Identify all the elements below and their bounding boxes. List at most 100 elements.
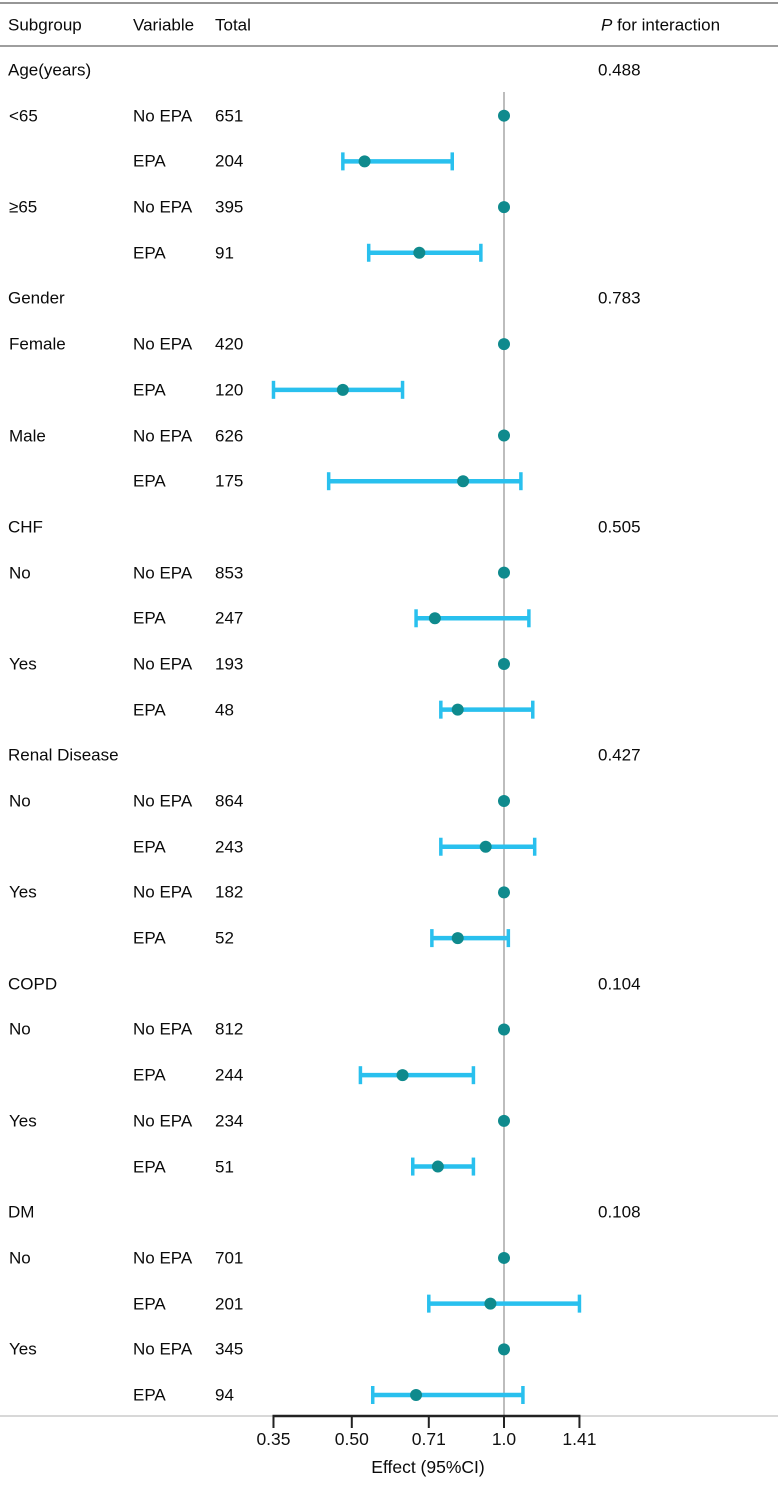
total-value: 345 (215, 1339, 244, 1359)
p-value: 0.783 (598, 288, 641, 308)
total-value: 701 (215, 1248, 244, 1268)
reference-point (498, 1114, 510, 1127)
variable-label: EPA (133, 243, 166, 263)
reference-point (498, 657, 510, 670)
subgroup-label: <65 (9, 106, 38, 126)
total-value: 91 (215, 243, 234, 263)
reference-point (498, 338, 510, 351)
reference-point (498, 795, 510, 808)
variable-label: No EPA (133, 1248, 193, 1268)
subgroup-label: Male (9, 426, 46, 446)
variable-label: No EPA (133, 1019, 193, 1039)
subgroup-label: Yes (9, 654, 37, 674)
total-value: 201 (215, 1294, 244, 1314)
reference-point (498, 1023, 510, 1036)
total-value: 395 (215, 197, 244, 217)
total-value: 244 (215, 1065, 244, 1085)
variable-label: EPA (133, 380, 166, 400)
column-header-variable: Variable (133, 15, 195, 35)
variable-label: EPA (133, 1065, 166, 1085)
variable-label: No EPA (133, 1339, 193, 1359)
total-value: 94 (215, 1385, 234, 1405)
effect-point (428, 612, 441, 625)
reference-point (498, 109, 510, 122)
reference-point (498, 1343, 510, 1356)
effect-point (484, 1297, 497, 1310)
effect-point (358, 155, 371, 168)
total-value: 175 (215, 471, 244, 491)
p-value: 0.104 (598, 974, 641, 994)
variable-label: No EPA (133, 106, 193, 126)
x-axis-tick-label: 0.71 (412, 1429, 446, 1449)
subgroup-label: No (9, 563, 31, 583)
subgroup-label: No (9, 1248, 31, 1268)
p-rest: for interaction (612, 15, 721, 35)
effect-point (451, 932, 464, 945)
variable-label: EPA (133, 1294, 166, 1314)
total-value: 234 (215, 1111, 244, 1131)
variable-label: No EPA (133, 882, 193, 902)
variable-label: No EPA (133, 563, 193, 583)
p-italic: P (601, 15, 613, 35)
variable-label: No EPA (133, 791, 193, 811)
effect-point (431, 1160, 444, 1173)
subgroup-label: Yes (9, 882, 37, 902)
subgroup-label: No (9, 1019, 31, 1039)
section-label: DM (8, 1202, 35, 1222)
variable-label: EPA (133, 837, 166, 857)
variable-label: EPA (133, 608, 166, 628)
total-value: 651 (215, 106, 244, 126)
subgroup-label: Yes (9, 1111, 37, 1131)
effect-point (457, 475, 470, 488)
variable-label: EPA (133, 151, 166, 171)
effect-point (410, 1389, 423, 1402)
p-value: 0.427 (598, 745, 641, 765)
variable-label: No EPA (133, 654, 193, 674)
total-value: 626 (215, 426, 244, 446)
x-axis-tick-label: 0.35 (256, 1429, 290, 1449)
total-value: 51 (215, 1157, 234, 1177)
reference-point (498, 429, 510, 442)
variable-label: No EPA (133, 197, 193, 217)
x-axis-tick-label: 1.41 (562, 1429, 596, 1449)
subgroup-label: Female (9, 334, 66, 354)
total-value: 120 (215, 380, 244, 400)
variable-label: EPA (133, 1157, 166, 1177)
x-axis-tick-label: 1.0 (492, 1429, 517, 1449)
column-header-p-interaction: P for interaction (601, 17, 720, 34)
p-value: 0.488 (598, 60, 641, 80)
total-value: 420 (215, 334, 244, 354)
p-value: 0.505 (598, 517, 641, 537)
effect-point (451, 703, 464, 716)
section-label: Gender (8, 288, 65, 308)
total-value: 193 (215, 654, 244, 674)
section-label: COPD (8, 974, 58, 994)
reference-point (498, 566, 510, 579)
variable-label: EPA (133, 700, 166, 720)
subgroup-label: Yes (9, 1339, 37, 1359)
variable-label: No EPA (133, 426, 193, 446)
total-value: 182 (215, 882, 244, 902)
column-header-subgroup: Subgroup (8, 15, 82, 35)
top-rule (0, 2, 778, 4)
reference-point (498, 1251, 510, 1264)
effect-point (336, 383, 349, 396)
total-value: 48 (215, 700, 234, 720)
total-value: 853 (215, 563, 244, 583)
section-label: Renal Disease (8, 745, 119, 765)
effect-point (413, 246, 426, 259)
variable-label: EPA (133, 1385, 166, 1405)
reference-point (498, 886, 510, 899)
total-value: 204 (215, 151, 244, 171)
x-axis-title: Effect (95%CI) (371, 1457, 485, 1477)
effect-point (479, 840, 492, 853)
total-value: 247 (215, 608, 244, 628)
variable-label: No EPA (133, 1111, 193, 1131)
total-value: 864 (215, 791, 244, 811)
variable-label: EPA (133, 471, 166, 491)
p-value: 0.108 (598, 1202, 641, 1222)
variable-label: EPA (133, 928, 166, 948)
total-value: 243 (215, 837, 244, 857)
